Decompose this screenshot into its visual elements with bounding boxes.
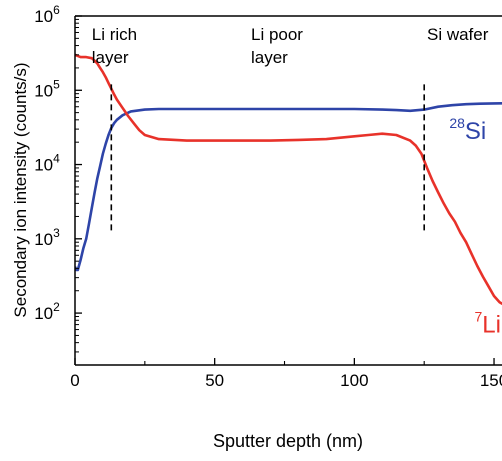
x-tick-label: 0 <box>70 371 79 390</box>
region-label: Si wafer <box>427 25 489 44</box>
series-label-si: 28Si <box>449 115 486 145</box>
region-label: Li poor <box>251 25 303 44</box>
x-tick-label: 100 <box>340 371 368 390</box>
region-label: layer <box>92 48 129 67</box>
series-line-si <box>75 101 502 272</box>
x-tick-label: 50 <box>205 371 224 390</box>
x-axis-label: Sputter depth (nm) <box>213 431 363 451</box>
y-tick-label: 106 <box>34 3 60 26</box>
y-tick-label: 104 <box>34 152 60 175</box>
y-tick-label: 105 <box>34 77 60 100</box>
region-label: Li rich <box>92 25 137 44</box>
y-tick-label: 103 <box>34 226 60 249</box>
y-axis-label: Secondary ion intensity (counts/s) <box>11 62 30 317</box>
region-label: layer <box>251 48 288 67</box>
x-tick-label: 150 <box>480 371 502 390</box>
series-line-li <box>75 53 502 306</box>
series-label-li: 7Li <box>474 308 500 338</box>
y-tick-label: 102 <box>34 300 60 323</box>
